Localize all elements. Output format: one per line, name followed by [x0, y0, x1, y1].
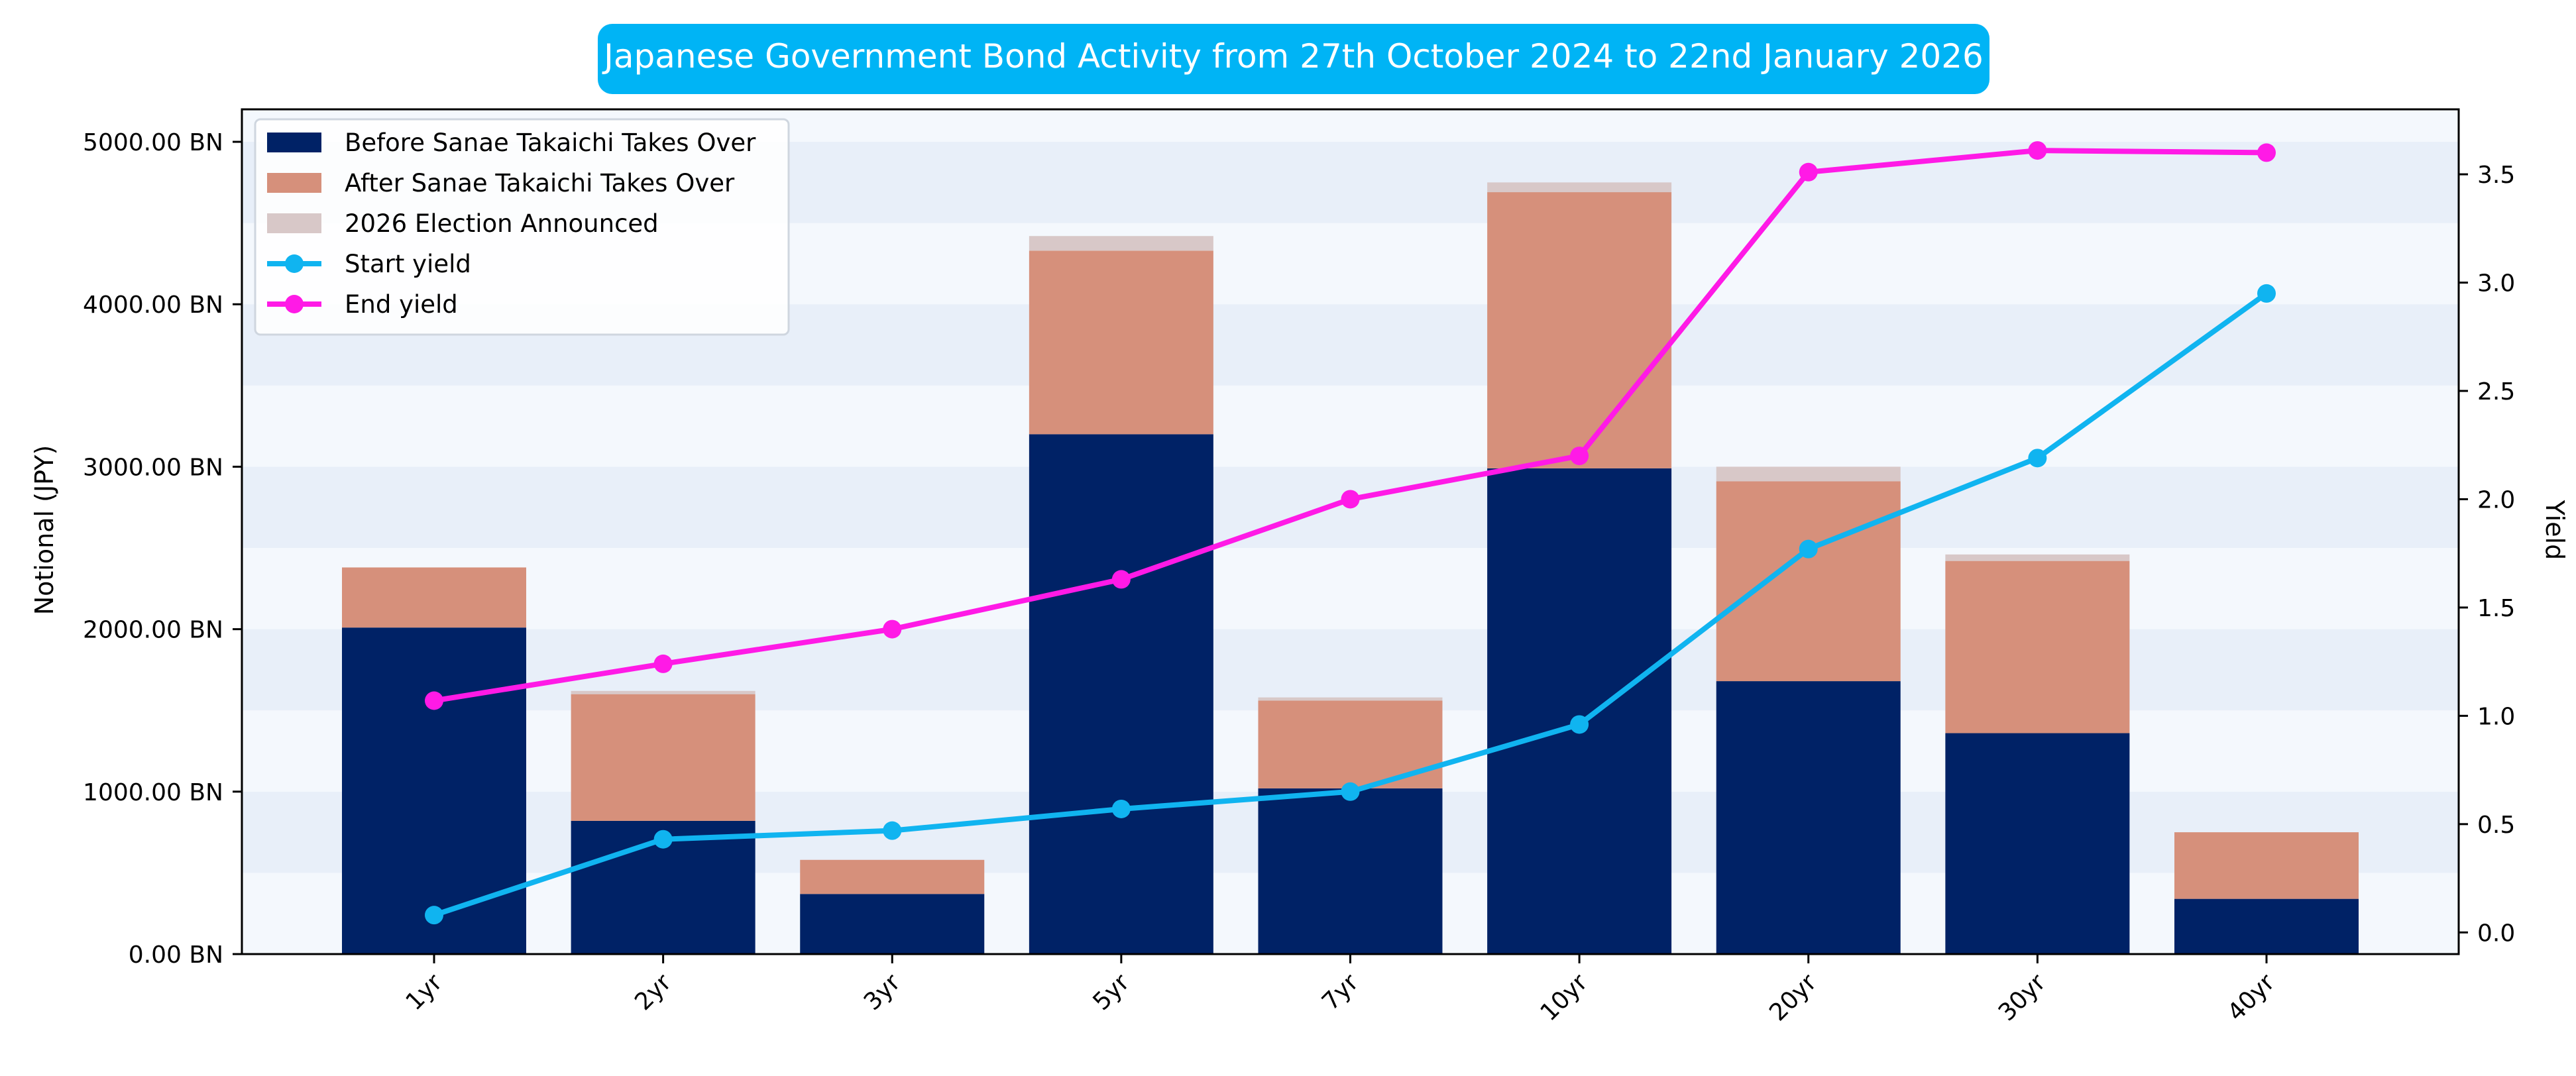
- y-axis-label: Notional (JPY): [30, 445, 59, 616]
- x-tick-label: 5yr: [1088, 969, 1135, 1016]
- bar-after-sanae-takaichi-takes-over-20yr: [1716, 481, 1901, 682]
- point-end-yield-3yr: [883, 619, 902, 639]
- legend-marker-end-yield: [285, 295, 304, 313]
- y2-tick-label: 3.0: [2477, 270, 2515, 297]
- bar-series-group: [342, 182, 2359, 954]
- bar-before-sanae-takaichi-takes-over-10yr: [1487, 468, 1672, 954]
- legend-label-2026-election-announced: 2026 Election Announced: [345, 209, 659, 238]
- bar-2026-election-announced-2yr: [571, 690, 756, 694]
- legend-marker-start-yield: [285, 254, 304, 273]
- point-end-yield-7yr: [1341, 490, 1360, 509]
- bar-after-sanae-takaichi-takes-over-3yr: [800, 859, 985, 894]
- bar-2026-election-announced-20yr: [1716, 466, 1901, 482]
- bar-after-sanae-takaichi-takes-over-5yr: [1029, 250, 1213, 435]
- bar-before-sanae-takaichi-takes-over-7yr: [1258, 788, 1443, 954]
- chart-title-background: [598, 24, 1989, 94]
- y2-axis-label: Yield: [2540, 500, 2569, 560]
- x-tick-label: 30yr: [1993, 969, 2051, 1026]
- bar-after-sanae-takaichi-takes-over-30yr: [1945, 561, 2130, 733]
- bar-after-sanae-takaichi-takes-over-10yr: [1487, 192, 1672, 468]
- point-start-yield-7yr: [1341, 782, 1360, 801]
- point-start-yield-1yr: [425, 906, 443, 925]
- legend-label-after-sanae-takaichi-takes-over: After Sanae Takaichi Takes Over: [345, 169, 735, 197]
- chart-title-group: Japanese Government Bond Activity from 2…: [598, 24, 1989, 94]
- point-start-yield-3yr: [883, 821, 902, 840]
- y-tick-label: 0.00 BN: [129, 942, 223, 969]
- chart-title: Japanese Government Bond Activity from 2…: [602, 37, 1984, 76]
- bar-before-sanae-takaichi-takes-over-1yr: [342, 627, 526, 954]
- y2-tick-label: 1.0: [2477, 703, 2515, 730]
- bar-after-sanae-takaichi-takes-over-2yr: [571, 694, 756, 821]
- y2-tick-label: 1.5: [2477, 595, 2515, 622]
- point-start-yield-40yr: [2257, 284, 2276, 303]
- point-end-yield-20yr: [1799, 162, 1818, 182]
- y2-tick-label: 0.0: [2477, 920, 2515, 947]
- bar-2026-election-announced-5yr: [1029, 236, 1213, 251]
- bar-2026-election-announced-7yr: [1258, 697, 1443, 701]
- legend-swatch-after-sanae-takaichi-takes-over: [267, 173, 321, 193]
- y2-tick-label: 2.5: [2477, 378, 2515, 405]
- point-end-yield-2yr: [653, 654, 673, 673]
- legend: Before Sanae Takaichi Takes Over After Sa…: [254, 118, 790, 336]
- x-tick-label: 1yr: [401, 969, 448, 1016]
- legend-label-before-sanae-takaichi-takes-over: Before Sanae Takaichi Takes Over: [345, 129, 756, 157]
- x-tick-label: 7yr: [1317, 969, 1364, 1016]
- y2-tick-label: 2.0: [2477, 486, 2515, 513]
- bar-after-sanae-takaichi-takes-over-40yr: [2174, 832, 2359, 899]
- legend-label-end-yield: End yield: [345, 290, 458, 319]
- point-start-yield-20yr: [1799, 539, 1818, 559]
- point-end-yield-40yr: [2257, 143, 2276, 162]
- point-start-yield-10yr: [1570, 715, 1589, 734]
- y-tick-label: 5000.00 BN: [83, 129, 223, 156]
- point-end-yield-10yr: [1570, 447, 1589, 466]
- bar-2026-election-announced-30yr: [1945, 554, 2130, 561]
- legend-box: [254, 118, 790, 336]
- point-start-yield-30yr: [2028, 449, 2047, 468]
- point-end-yield-1yr: [425, 691, 443, 710]
- bar-before-sanae-takaichi-takes-over-5yr: [1029, 434, 1213, 954]
- x-tick-label: 2yr: [630, 969, 677, 1016]
- y-tick-label: 4000.00 BN: [83, 292, 223, 319]
- y2-tick-label: 3.5: [2477, 162, 2515, 189]
- x-tick-label: 40yr: [2222, 969, 2280, 1026]
- bar-before-sanae-takaichi-takes-over-20yr: [1716, 681, 1901, 954]
- y-tick-label: 3000.00 BN: [83, 454, 223, 481]
- y-tick-label: 2000.00 BN: [83, 617, 223, 644]
- legend-swatch-before-sanae-takaichi-takes-over: [267, 133, 321, 152]
- line-series-group: [425, 141, 2276, 925]
- x-tick-label: 10yr: [1536, 969, 1593, 1026]
- bar-after-sanae-takaichi-takes-over-1yr: [342, 567, 526, 628]
- x-tick-label: 3yr: [859, 969, 906, 1016]
- x-tick-label: 20yr: [1764, 969, 1822, 1026]
- legend-label-start-yield: Start yield: [345, 250, 471, 278]
- point-end-yield-30yr: [2028, 141, 2047, 160]
- bar-before-sanae-takaichi-takes-over-3yr: [800, 894, 985, 954]
- plot-band: [242, 385, 2459, 467]
- point-start-yield-5yr: [1111, 799, 1131, 818]
- bar-before-sanae-takaichi-takes-over-40yr: [2174, 898, 2359, 954]
- bar-2026-election-announced-10yr: [1487, 182, 1672, 193]
- y2-tick-label: 0.5: [2477, 812, 2515, 839]
- legend-swatch-2026-election-announced: [267, 213, 321, 233]
- bar-before-sanae-takaichi-takes-over-30yr: [1945, 733, 2130, 954]
- point-end-yield-5yr: [1111, 570, 1131, 589]
- point-start-yield-2yr: [653, 830, 673, 849]
- y-tick-label: 1000.00 BN: [83, 779, 223, 806]
